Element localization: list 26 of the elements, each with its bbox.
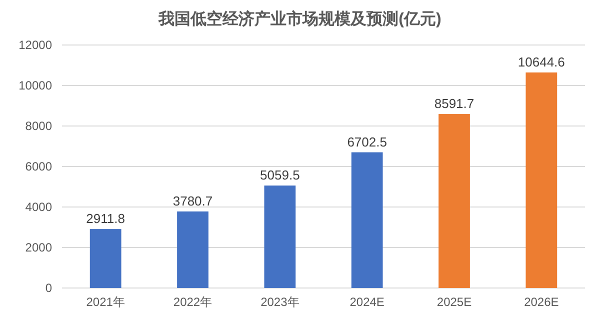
x-tick-label: 2022年 [173, 295, 212, 309]
x-tick-label: 2021年 [86, 295, 125, 309]
y-tick-label: 2000 [25, 240, 52, 254]
bar [351, 152, 383, 288]
x-tick-label: 2023年 [260, 295, 300, 309]
bar [526, 72, 558, 288]
bar [438, 114, 470, 288]
chart-title: 我国低空经济产业市场规模及预测(亿元) [158, 10, 442, 28]
data-label: 10644.6 [518, 54, 565, 70]
bar [177, 211, 208, 288]
data-label: 6702.5 [347, 134, 387, 150]
data-label: 8591.7 [434, 96, 474, 112]
bar [264, 186, 296, 288]
y-tick-label: 8000 [25, 119, 52, 133]
bar [90, 229, 122, 288]
y-tick-label: 10000 [18, 78, 52, 92]
y-tick-label: 12000 [18, 38, 52, 52]
y-tick-label: 6000 [25, 160, 52, 174]
x-tick-label: 2026E [524, 295, 559, 309]
data-label: 3780.7 [172, 193, 213, 208]
x-tick-label: 2025E [436, 295, 472, 309]
y-tick-label: 0 [45, 281, 52, 295]
y-tick-label: 4000 [25, 200, 52, 214]
x-tick-label: 2024E [350, 295, 384, 309]
data-label: 2911.8 [86, 211, 125, 226]
data-label: 5059.5 [260, 168, 300, 183]
